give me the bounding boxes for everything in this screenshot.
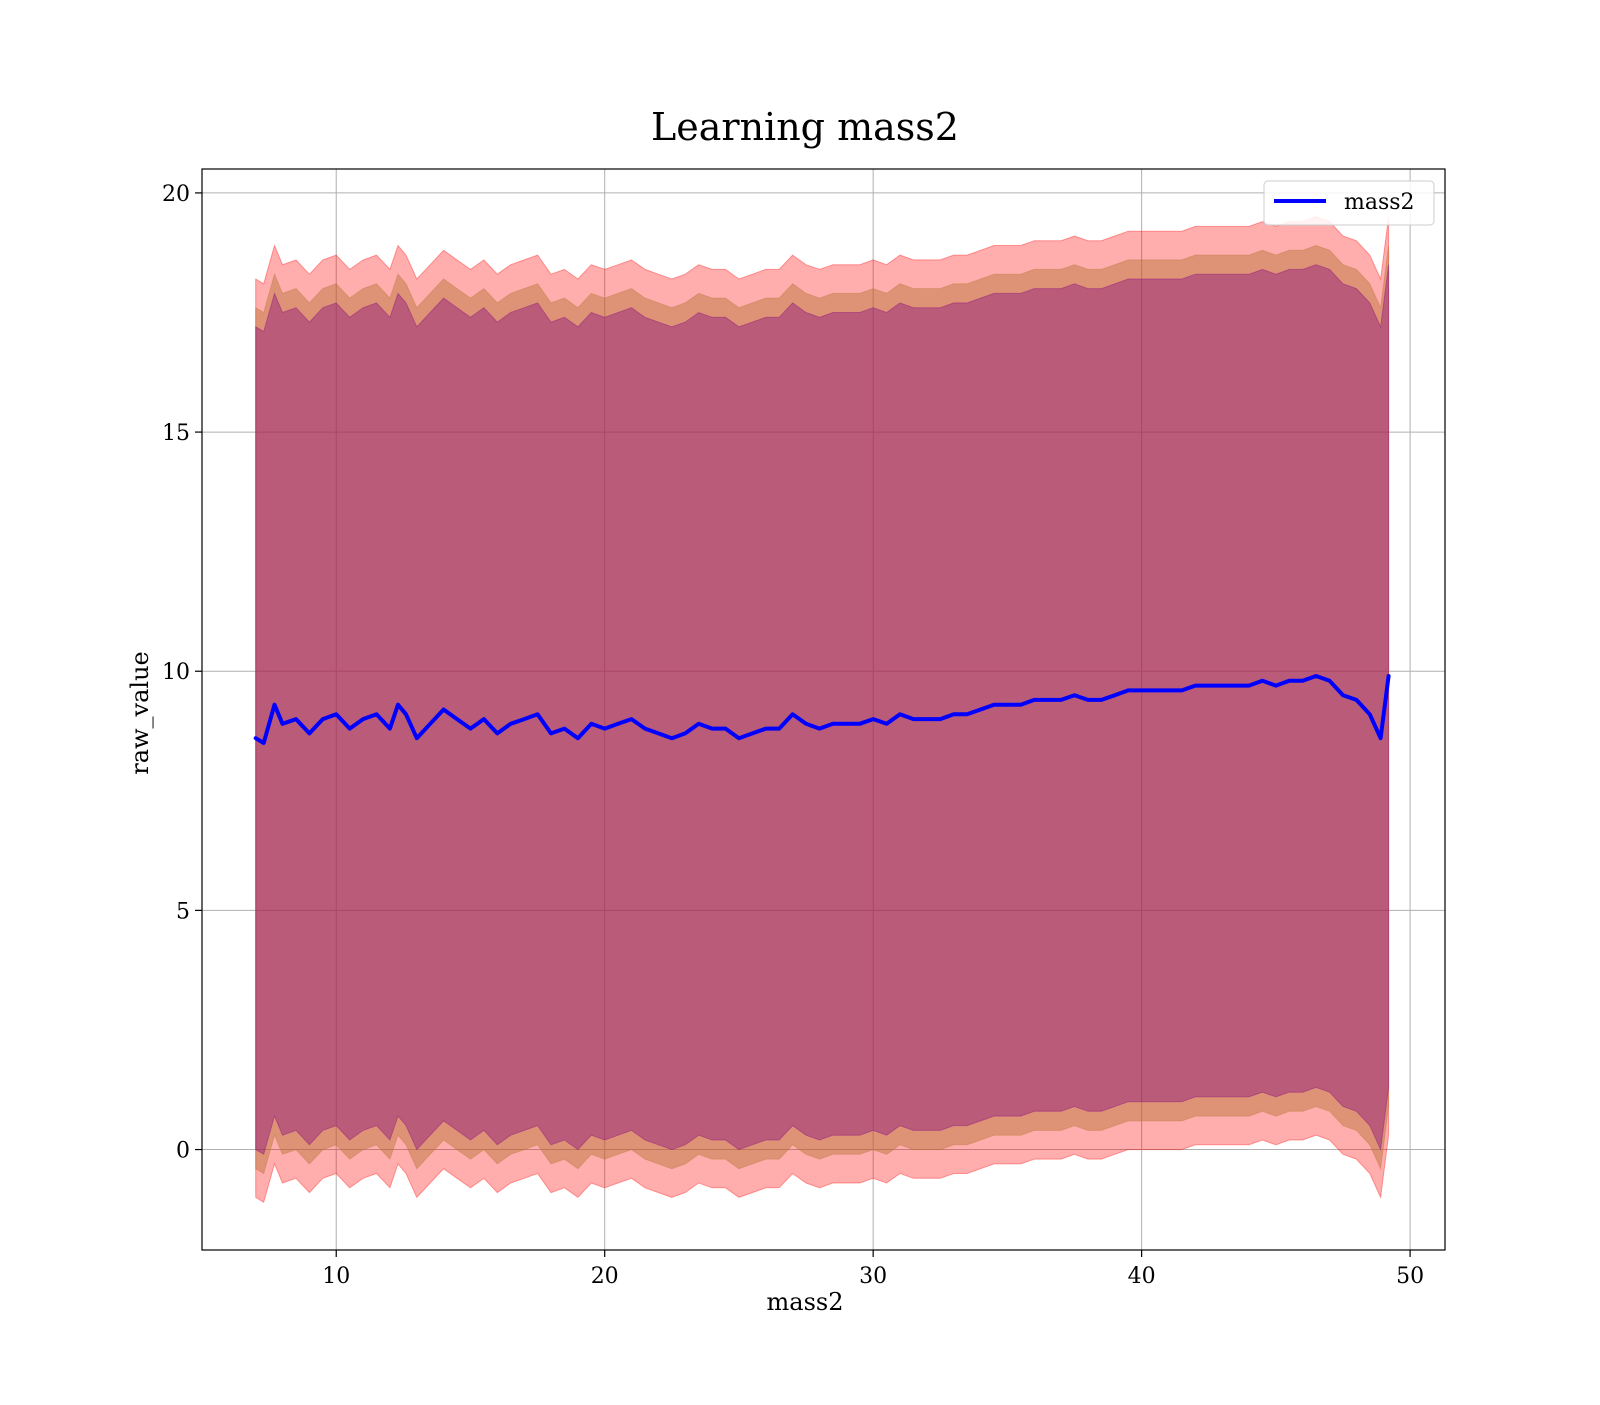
chart-title: Learning mass2 bbox=[651, 105, 959, 149]
legend-label-mass2: mass2 bbox=[1344, 190, 1415, 215]
uncertainty-bands bbox=[255, 216, 1390, 1203]
x-tick-label: 20 bbox=[591, 1264, 619, 1289]
series-lines bbox=[253, 674, 1391, 745]
y-axis-label: raw_value bbox=[126, 651, 154, 775]
x-tick-label: 10 bbox=[322, 1264, 350, 1289]
y-tick-label: 5 bbox=[176, 899, 190, 924]
y-tick-label: 15 bbox=[162, 421, 190, 446]
y-tick-label: 20 bbox=[162, 182, 190, 207]
axis-ticks: 10 20 30 40 50 0 5 10 15 20 bbox=[162, 182, 1424, 1289]
plot-area-frame bbox=[201, 168, 1446, 1251]
x-tick-label: 50 bbox=[1396, 1264, 1424, 1289]
legend: mass2 bbox=[1263, 180, 1435, 226]
x-tick-label: 30 bbox=[859, 1264, 887, 1289]
x-axis-label: mass2 bbox=[767, 1288, 844, 1316]
band-middle bbox=[255, 244, 1390, 1175]
y-tick-label: 0 bbox=[176, 1139, 190, 1164]
x-tick-label: 40 bbox=[1128, 1264, 1156, 1289]
y-tick-label: 10 bbox=[162, 660, 190, 685]
legend-box bbox=[1263, 180, 1435, 226]
grid bbox=[202, 169, 1445, 1250]
band-inner bbox=[255, 264, 1390, 1156]
series-line-mass2 bbox=[253, 674, 1391, 745]
band-outer bbox=[255, 216, 1390, 1203]
